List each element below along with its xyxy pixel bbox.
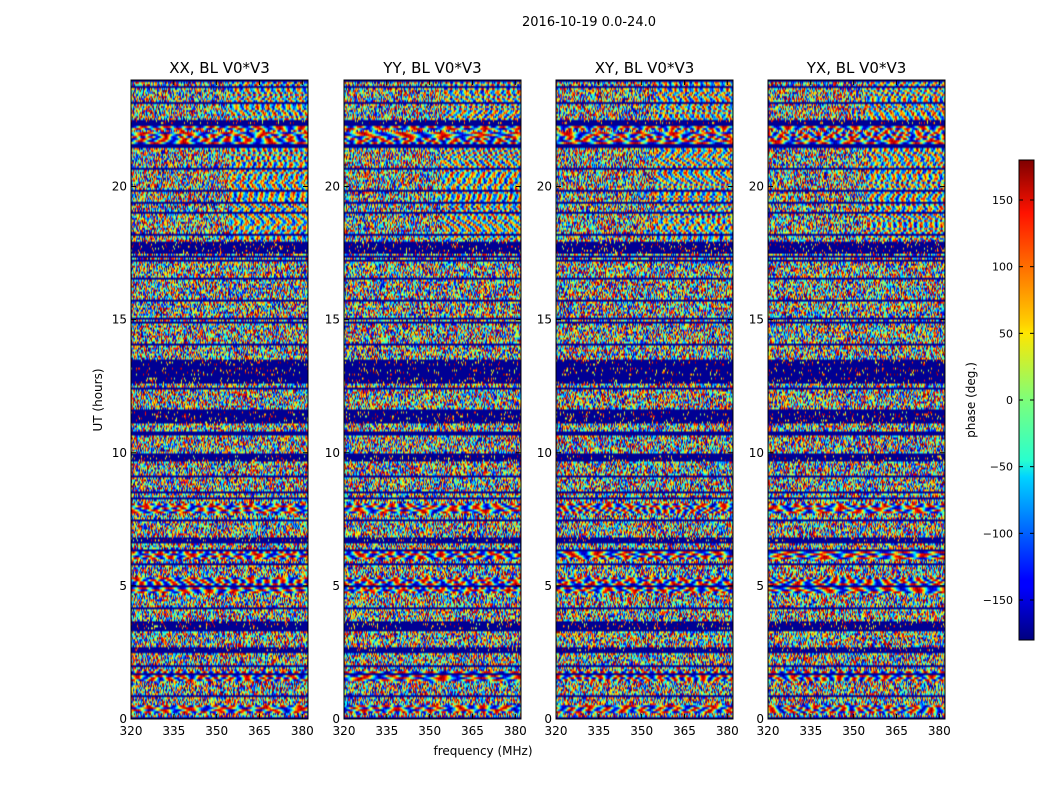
x-tick-label: 335 [162, 724, 185, 738]
colorbar: 150 100 50 0 −50 −100 −150 phase (deg.) [964, 159, 1035, 641]
colorbar-label: phase (deg.) [964, 362, 978, 438]
x-axis-label: frequency (MHz) [433, 744, 532, 758]
y-tick-label: 10 [749, 446, 764, 460]
x-tick-label: 365 [461, 724, 484, 738]
y-tick-label: 15 [325, 313, 340, 327]
panel-yy: YY, BL V0*V3 320 335 350 365 380 0 5 10 15 20 [325, 59, 527, 738]
heatmap-yy [344, 80, 521, 719]
y-tick-label: 0 [119, 712, 127, 726]
colorbar-tick-label: −150 [983, 594, 1013, 607]
x-tick-label: 335 [587, 724, 610, 738]
x-tick-label: 320 [757, 724, 780, 738]
y-tick-label: 20 [112, 180, 127, 194]
y-tick-label: 20 [325, 180, 340, 194]
x-tick-label: 320 [333, 724, 356, 738]
x-tick-label: 380 [504, 724, 527, 738]
y-tick-label: 15 [112, 313, 127, 327]
y-tick-label: 20 [537, 180, 552, 194]
y-tick-label: 10 [325, 446, 340, 460]
colorbar-tick-label: 50 [999, 327, 1013, 340]
y-tick-label: 15 [749, 313, 764, 327]
y-tick-label: 15 [537, 313, 552, 327]
figure-suptitle: 2016-10-19 0.0-24.0 [522, 15, 656, 30]
panel-title: XX, BL V0*V3 [169, 59, 270, 77]
y-tick-label: 20 [749, 180, 764, 194]
x-tick-label: 350 [630, 724, 653, 738]
x-tick-label: 350 [418, 724, 441, 738]
x-tick-label: 380 [716, 724, 739, 738]
heatmap-xy [556, 80, 733, 719]
x-tick-label: 335 [799, 724, 822, 738]
heatmap-xx [131, 80, 308, 719]
x-tick-label: 380 [928, 724, 951, 738]
heatmap-yx [768, 80, 945, 719]
colorbar-tick-label: −100 [983, 527, 1013, 540]
x-tick-label: 320 [120, 724, 143, 738]
panel-title: XY, BL V0*V3 [595, 59, 695, 77]
panel-xx: XX, BL V0*V3 320 335 350 365 380 0 5 10 15 20 [112, 59, 314, 738]
y-tick-label: 10 [537, 446, 552, 460]
x-tick-label: 365 [673, 724, 696, 738]
x-tick-label: 365 [885, 724, 908, 738]
axes-frame [555, 79, 734, 720]
y-tick-label: 5 [332, 579, 340, 593]
x-tick-label: 380 [291, 724, 314, 738]
panel-xy: XY, BL V0*V3 320 335 350 365 380 0 5 10 15 20 [537, 59, 739, 738]
x-tick-label: 350 [205, 724, 228, 738]
colorbar-ticks: 150 100 50 0 −50 −100 −150 [983, 194, 1034, 607]
x-tick-label: 335 [375, 724, 398, 738]
panel-yx: YX, BL V0*V3 320 335 350 365 380 0 5 10 15 20 [749, 59, 951, 738]
x-tick-label: 320 [545, 724, 568, 738]
panel-title: YY, BL V0*V3 [382, 59, 481, 77]
colorbar-tick-label: 100 [992, 261, 1013, 274]
y-tick-label: 10 [112, 446, 127, 460]
y-tick-label: 5 [756, 579, 764, 593]
y-tick-label: 0 [332, 712, 340, 726]
axes-frame [767, 79, 946, 720]
panel-title: YX, BL V0*V3 [806, 59, 907, 77]
colorbar-tick-label: −50 [990, 461, 1013, 474]
axes-frame [343, 79, 522, 720]
y-tick-label: 0 [544, 712, 552, 726]
y-axis-label: UT (hours) [91, 368, 105, 431]
y-tick-label: 5 [544, 579, 552, 593]
x-tick-label: 350 [842, 724, 865, 738]
x-tick-label: 365 [248, 724, 271, 738]
colorbar-tick-label: 150 [992, 194, 1013, 207]
y-tick-label: 0 [756, 712, 764, 726]
axes-frame [130, 79, 309, 720]
y-tick-label: 5 [119, 579, 127, 593]
colorbar-tick-label: 0 [1006, 394, 1013, 407]
